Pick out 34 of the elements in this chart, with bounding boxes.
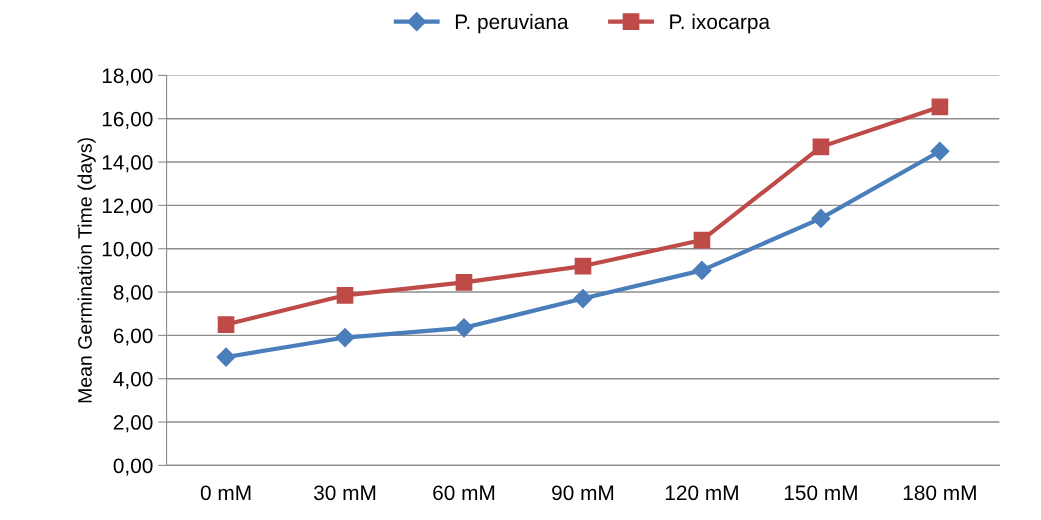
point bbox=[455, 273, 473, 291]
point bbox=[693, 231, 711, 249]
x-tick-label: 60 mM bbox=[433, 485, 495, 501]
point bbox=[216, 347, 236, 367]
x-tick-label: 90 mM bbox=[552, 485, 614, 501]
y-tick-label: 0,00 bbox=[113, 458, 153, 476]
y-tick-label: 8,00 bbox=[113, 285, 153, 303]
legend-label: P. peruviana bbox=[455, 13, 569, 34]
y-tick-label: 10,00 bbox=[102, 241, 153, 259]
x-tick-label: 30 mM bbox=[313, 485, 376, 501]
y-tick-label: 4,00 bbox=[113, 371, 153, 389]
x-tick-label: 120 mM bbox=[665, 485, 738, 501]
point bbox=[335, 328, 355, 348]
legend-label: P. ixocarpa bbox=[670, 13, 771, 34]
y-tick-label: 18,00 bbox=[102, 68, 153, 86]
x-tick-label: 180 mM bbox=[903, 485, 976, 501]
y-tick-label: 16,00 bbox=[102, 111, 153, 129]
point bbox=[573, 289, 593, 309]
point bbox=[692, 260, 712, 280]
point bbox=[811, 208, 831, 228]
point bbox=[454, 318, 474, 338]
x-tick-label: 150 mM bbox=[784, 485, 857, 501]
point bbox=[574, 257, 592, 275]
y-axis-title: Mean Germination Time (days) bbox=[77, 138, 96, 403]
y-tick-label: 2,00 bbox=[113, 415, 153, 433]
point bbox=[336, 286, 354, 304]
y-tick-label: 14,00 bbox=[102, 155, 153, 173]
y-tick-label: 6,00 bbox=[113, 328, 153, 346]
point bbox=[217, 316, 235, 333]
point bbox=[812, 138, 830, 156]
point bbox=[931, 98, 949, 116]
point bbox=[930, 141, 950, 161]
x-tick-label: 0 mM bbox=[200, 485, 251, 501]
y-tick-label: 12,00 bbox=[102, 198, 153, 216]
